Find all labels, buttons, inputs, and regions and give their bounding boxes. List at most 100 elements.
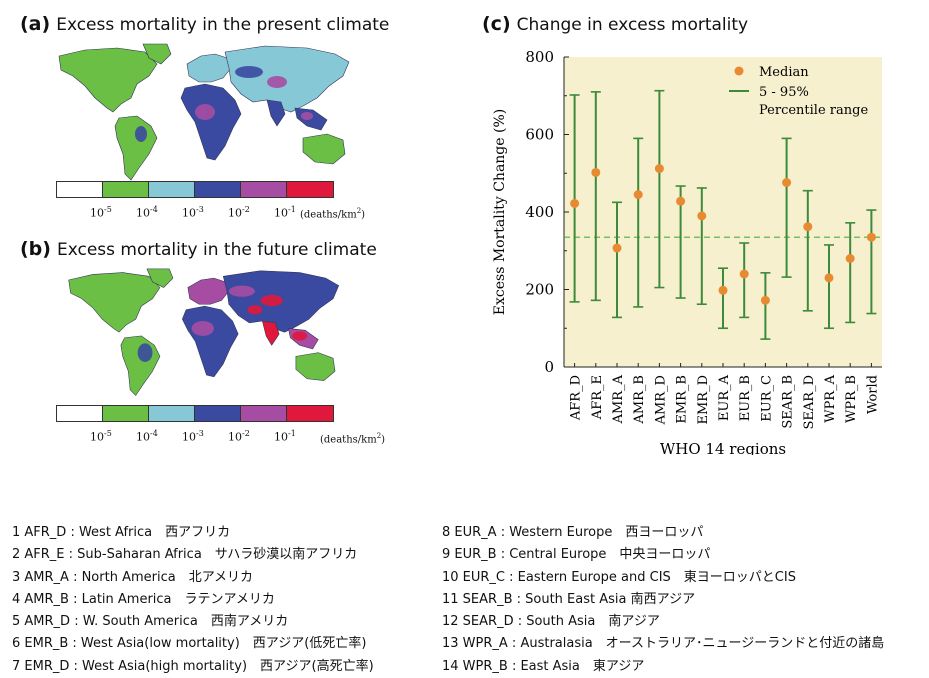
panel-a-title-text: Excess mortality in the present climate bbox=[56, 15, 390, 35]
x-tick-label: AMR_B bbox=[632, 375, 647, 425]
colorbar-swatch bbox=[195, 406, 241, 421]
north-america-region bbox=[68, 272, 161, 333]
mortality-hotspot bbox=[135, 126, 147, 142]
mortality-hotspot bbox=[235, 66, 263, 78]
region-item: 8 EUR_A : Western Europe 西ヨーロッパ bbox=[442, 525, 704, 540]
south-america-region bbox=[120, 335, 161, 396]
colorbar-tick-label: 10-3 bbox=[182, 205, 204, 220]
y-tick-label: 200 bbox=[525, 281, 554, 299]
panel-c-title-text: Change in excess mortality bbox=[516, 15, 749, 35]
greenland-region bbox=[142, 43, 172, 65]
median-point bbox=[803, 222, 813, 232]
median-point bbox=[654, 164, 664, 174]
mortality-hotspot bbox=[247, 305, 263, 315]
africa-region bbox=[182, 305, 239, 378]
region-item: 11 SEAR_B : South East Asia 南西アジア bbox=[442, 591, 696, 607]
median-point bbox=[782, 178, 792, 188]
median-point bbox=[633, 190, 643, 200]
panel-c-title: (c) Change in excess mortality bbox=[482, 13, 748, 35]
region-item: 3 AMR_A : North America 北アメリカ bbox=[12, 569, 254, 585]
median-point bbox=[739, 269, 749, 279]
x-tick-label: AMR_A bbox=[611, 374, 626, 424]
panel-a-title: (a) Excess mortality in the present clima… bbox=[20, 13, 389, 35]
region-item: 10 EUR_C : Eastern Europe and CIS 東ヨーロッパ… bbox=[442, 569, 796, 585]
mortality-hotspot bbox=[195, 104, 215, 120]
colorbar-tick-label: 10-5 bbox=[90, 205, 112, 220]
south-america-region bbox=[114, 115, 158, 181]
y-axis-label: Excess Mortality Change (%) bbox=[492, 109, 508, 315]
median-point bbox=[760, 295, 770, 305]
present-colorbar-unit: (deaths/km2) bbox=[300, 207, 366, 221]
panel-a-tag: (a) bbox=[20, 13, 51, 35]
present-colorbar bbox=[56, 181, 334, 198]
x-tick-label: EUR_B bbox=[738, 375, 753, 421]
region-item: 6 EMR_B : West Asia(low mortality) 西アジア(… bbox=[12, 636, 367, 652]
panel-c-tag: (c) bbox=[482, 13, 511, 35]
region-item: 4 AMR_B : Latin America ラテンアメリカ bbox=[12, 591, 275, 607]
legend-range-label: 5 - 95% bbox=[759, 85, 809, 100]
x-tick-label: EUR_C bbox=[759, 375, 774, 422]
x-tick-label: SEAR_D bbox=[802, 375, 817, 430]
se-asia-region bbox=[294, 107, 328, 131]
mortality-hotspot bbox=[260, 294, 283, 307]
x-tick-label: EMR_D bbox=[696, 375, 711, 425]
median-point bbox=[866, 232, 876, 242]
y-tick-label: 400 bbox=[525, 203, 554, 221]
region-list-left: 1 AFR_D : West Africa 西アフリカ 2 AFR_E : Su… bbox=[12, 522, 374, 678]
colorbar-tick-label: 10-1 bbox=[274, 429, 296, 444]
region-item: 1 AFR_D : West Africa 西アフリカ bbox=[12, 525, 231, 540]
colorbar-tick-label: 10-2 bbox=[228, 429, 250, 444]
colorbar-tick-label: 10-1 bbox=[274, 205, 296, 220]
colorbar-tick-label: 10-2 bbox=[228, 205, 250, 220]
colorbar-tick-label: 10-4 bbox=[136, 205, 158, 220]
median-point bbox=[591, 167, 601, 177]
region-item: 2 AFR_E : Sub-Saharan Africa サハラ砂漠以南アフリカ bbox=[12, 547, 358, 563]
north-america-region bbox=[58, 47, 158, 113]
legend-median-marker bbox=[734, 66, 744, 76]
colorbar-swatch bbox=[241, 406, 287, 421]
panel-b-tag: (b) bbox=[20, 238, 51, 260]
y-tick-label: 600 bbox=[525, 126, 554, 144]
x-tick-label: EMR_B bbox=[675, 375, 690, 424]
future-climate-map bbox=[68, 268, 340, 396]
mortality-hotspot bbox=[301, 112, 313, 120]
india-region bbox=[266, 99, 286, 127]
mortality-hotspot bbox=[228, 285, 255, 297]
colorbar-tick-label: 10-4 bbox=[136, 429, 158, 444]
colorbar-swatch bbox=[241, 182, 287, 197]
africa-region bbox=[180, 83, 242, 161]
colorbar-swatch bbox=[103, 406, 149, 421]
mortality-hotspot bbox=[292, 331, 308, 341]
x-tick-label: WPR_A bbox=[823, 374, 838, 422]
y-tick-label: 800 bbox=[525, 48, 554, 66]
asia-region bbox=[224, 45, 350, 113]
y-tick-label: 0 bbox=[544, 358, 554, 376]
colorbar-swatch bbox=[287, 182, 333, 197]
median-point bbox=[718, 285, 728, 295]
region-item: 7 EMR_D : West Asia(high mortality) 西アジア… bbox=[12, 658, 374, 674]
panel-b-title-text: Excess mortality in the future climate bbox=[56, 240, 377, 260]
x-axis-label: WHO 14 regions bbox=[660, 440, 786, 455]
europe-region bbox=[187, 277, 230, 305]
colorbar-swatch bbox=[195, 182, 241, 197]
median-point bbox=[676, 196, 686, 206]
x-tick-label: AFR_D bbox=[569, 375, 584, 421]
x-tick-label: World bbox=[865, 375, 880, 414]
region-item: 12 SEAR_D : South Asia 南アジア bbox=[442, 614, 660, 630]
panel-b-title: (b) Excess mortality in the future climat… bbox=[20, 238, 377, 260]
india-region bbox=[262, 320, 280, 346]
colorbar-swatch bbox=[103, 182, 149, 197]
region-item: 13 WPR_A : Australasia オーストラリア･ニュージーランドと… bbox=[442, 636, 885, 652]
x-tick-label: AMR_D bbox=[653, 375, 668, 425]
australia-region bbox=[302, 133, 346, 165]
future-colorbar-unit: (deaths/km2) bbox=[320, 432, 386, 446]
colorbar-swatch bbox=[57, 182, 103, 197]
region-list-right: 8 EUR_A : Western Europe 西ヨーロッパ 9 EUR_B … bbox=[442, 522, 884, 678]
colorbar-swatch bbox=[287, 406, 333, 421]
greenland-region bbox=[146, 268, 174, 288]
colorbar-swatch bbox=[149, 182, 195, 197]
region-item: 9 EUR_B : Central Europe 中央ヨーロッパ bbox=[442, 547, 711, 563]
colorbar-tick-label: 10-3 bbox=[182, 429, 204, 444]
median-point bbox=[612, 243, 622, 253]
mortality-hotspot bbox=[137, 343, 153, 362]
